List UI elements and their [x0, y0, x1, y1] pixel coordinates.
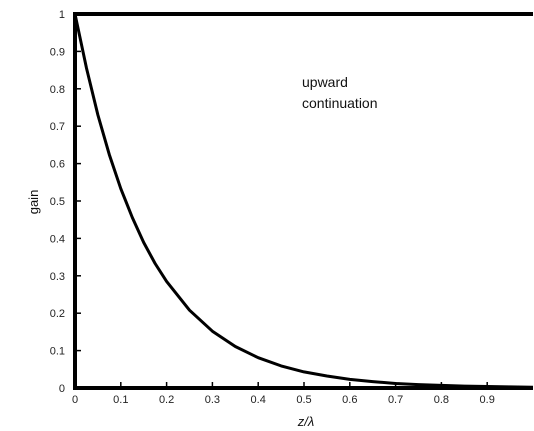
y-axis-label: gain [26, 190, 41, 215]
x-axis-label: z/λ [297, 414, 315, 429]
y-tick-label: 0.6 [50, 159, 65, 171]
series-layer [73, 13, 534, 389]
annotation-line-1: upward [302, 74, 348, 90]
y-tick-label: 0.8 [50, 84, 65, 96]
x-tick-label: 0 [72, 394, 78, 406]
y-tick-label: 0.4 [50, 233, 65, 245]
annotation-line-2: continuation [302, 95, 378, 111]
plot-frame [73, 12, 533, 390]
series-line-gain [73, 13, 534, 389]
y-tick-label: 0.2 [50, 308, 65, 320]
y-tick-label: 0.1 [50, 346, 65, 358]
y-tick-label: 0.5 [50, 196, 65, 208]
x-tick-label: 0.9 [480, 394, 495, 406]
x-tick-label: 0.2 [159, 394, 174, 406]
y-tick-label: 0.3 [50, 271, 65, 283]
x-tick-label: 0.5 [296, 394, 311, 406]
y-tick-label: 0 [59, 383, 65, 395]
x-tick-label: 0.8 [434, 394, 449, 406]
y-tick-label: 0.9 [50, 46, 65, 58]
x-tick-label: 0.7 [388, 394, 403, 406]
x-tick-label: 0.4 [251, 394, 266, 406]
x-tick-label: 0.3 [205, 394, 220, 406]
x-axis-ticks: 0 0.1 0.2 0.3 0.4 0.5 0.6 0.7 0.8 0.9 [72, 382, 495, 406]
x-tick-label: 0.1 [113, 394, 128, 406]
y-tick-label: 1 [59, 9, 65, 21]
y-tick-label: 0.7 [50, 121, 65, 133]
y-axis-ticks: 0 0.1 0.2 0.3 0.4 0.5 0.6 0.7 0.8 0.9 1 [50, 9, 81, 395]
x-tick-label: 0.6 [342, 394, 357, 406]
